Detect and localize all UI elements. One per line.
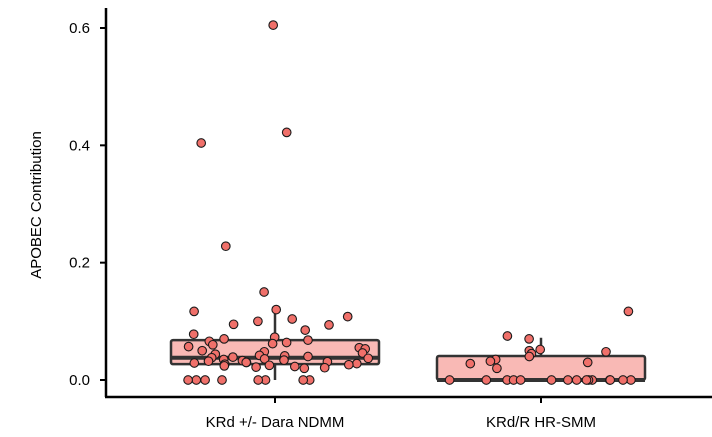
data-point — [351, 358, 362, 369]
data-point — [319, 362, 330, 373]
data-point — [524, 334, 534, 344]
x-tick-label: KRd/R HR-SMM — [486, 414, 596, 431]
y-tick-label: 0.4 — [69, 137, 90, 154]
data-point — [324, 320, 334, 330]
data-point — [217, 375, 227, 385]
data-point — [219, 361, 230, 371]
data-point — [228, 352, 238, 362]
data-point — [303, 335, 313, 345]
data-point — [303, 351, 313, 362]
data-point — [626, 375, 636, 385]
data-point — [618, 375, 628, 385]
data-point — [299, 363, 310, 374]
data-point — [605, 375, 616, 385]
y-tick-label: 0.2 — [69, 255, 90, 272]
x-tick-label: KRd +/- Dara NDMM — [206, 414, 345, 431]
box-group — [435, 306, 647, 385]
data-point — [253, 316, 263, 327]
y-tick-label: 0.0 — [69, 372, 90, 389]
data-point — [207, 339, 218, 350]
data-point — [546, 375, 557, 385]
data-point — [485, 356, 496, 367]
data-point — [267, 338, 278, 349]
data-point — [196, 138, 207, 148]
data-point — [281, 127, 292, 138]
data-point — [203, 356, 214, 367]
data-point — [535, 344, 546, 355]
data-point — [259, 354, 270, 364]
data-point — [342, 311, 353, 322]
data-point — [251, 362, 261, 372]
data-point — [183, 375, 193, 385]
x-axis: KRd +/- Dara NDMM KRd/R HR-SMM — [105, 395, 712, 431]
data-point — [601, 346, 611, 357]
data-point — [281, 337, 292, 348]
data-point — [200, 375, 210, 385]
box-group — [169, 20, 381, 385]
data-point — [502, 331, 513, 341]
data-point — [289, 361, 300, 372]
data-point — [492, 363, 502, 374]
data-point — [563, 375, 573, 385]
data-point — [582, 357, 593, 368]
data-point — [264, 360, 275, 371]
data-point — [253, 375, 264, 385]
y-tick-label: 0.6 — [69, 20, 90, 37]
data-point — [189, 306, 199, 317]
data-point — [515, 375, 526, 385]
data-point — [481, 375, 492, 385]
data-point — [228, 319, 239, 330]
data-point — [343, 359, 354, 370]
data-point — [220, 241, 231, 252]
data-point — [191, 375, 202, 385]
y-axis: 0.0 0.2 0.4 0.6 — [69, 8, 108, 397]
plot-area — [169, 20, 647, 385]
data-point — [259, 287, 269, 297]
data-point — [241, 357, 252, 368]
data-point — [465, 358, 476, 369]
data-point — [300, 325, 311, 335]
data-point — [189, 358, 200, 368]
data-point — [188, 329, 199, 340]
data-point — [298, 375, 309, 385]
data-point — [363, 353, 374, 364]
data-point — [197, 345, 208, 356]
data-point — [271, 304, 282, 315]
data-point — [444, 375, 455, 385]
data-point — [287, 314, 298, 324]
data-point — [524, 351, 535, 362]
y-axis-title: APOBEC Contribution — [28, 131, 45, 279]
data-point — [268, 20, 279, 30]
data-point — [581, 375, 592, 385]
data-point — [623, 306, 634, 317]
data-point — [219, 334, 229, 344]
data-point — [571, 375, 582, 385]
data-point — [183, 341, 194, 352]
data-point — [279, 355, 289, 365]
